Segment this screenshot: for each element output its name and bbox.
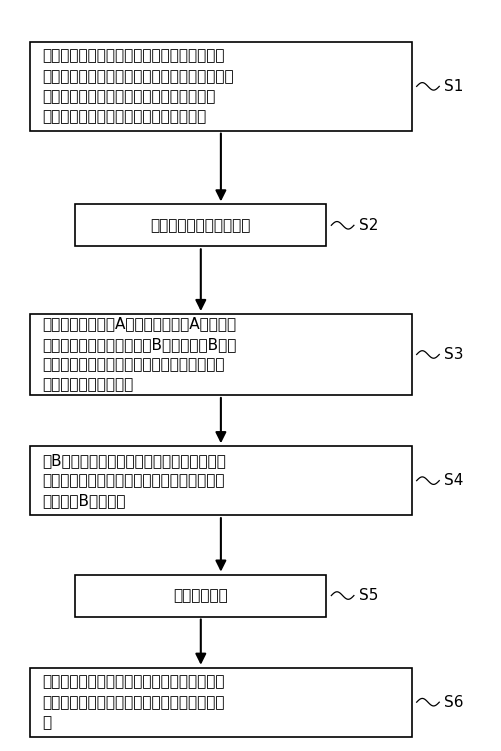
- Text: S3: S3: [443, 347, 463, 362]
- FancyBboxPatch shape: [30, 446, 411, 515]
- Text: 在介质层上形成阻反射层: 在介质层上形成阻反射层: [150, 218, 250, 233]
- Text: S4: S4: [443, 473, 463, 488]
- FancyBboxPatch shape: [30, 314, 411, 395]
- Text: 最后在栅极结构、源区及漏区的衬底上形成硅
化物层，硅化物层与栅极结构、源区及漏区接
触: 最后在栅极结构、源区及漏区的衬底上形成硅 化物层，硅化物层与栅极结构、源区及漏区…: [43, 674, 225, 730]
- Text: 以B光刻胶层为掩膜，刻蚀开口暴露的阻反射
层及介质层，以暴露栅极结构、源区及漏区，
然后去除B光刻胶层: 以B光刻胶层为掩膜，刻蚀开口暴露的阻反射 层及介质层，以暴露栅极结构、源区及漏区…: [43, 453, 226, 508]
- Text: S2: S2: [358, 218, 378, 233]
- Text: S1: S1: [443, 79, 463, 94]
- Text: 去除阻反射层: 去除阻反射层: [173, 588, 228, 603]
- Text: 在阻反射层上形成A光刻胶层，并对A光刻胶层
进行曝光显影形成图形化的B光刻胶层，B光刻
胶层中形成若干开口，开口暴露栅极结构、源
区及漏区上的阻反射层: 在阻反射层上形成A光刻胶层，并对A光刻胶层 进行曝光显影形成图形化的B光刻胶层，…: [43, 316, 236, 393]
- Text: S5: S5: [358, 588, 378, 603]
- Text: S6: S6: [443, 695, 463, 710]
- FancyBboxPatch shape: [30, 668, 411, 737]
- FancyBboxPatch shape: [75, 204, 326, 246]
- FancyBboxPatch shape: [30, 42, 411, 131]
- Text: 提供衬底，衬底中形成有源区和漏区，在源区
和漏区之间再形成栅极结构，栅极结构与源区、
漏区之间均具有漂移区，在衬底上形成介质
层，介质层覆盖栅极结构并延伸覆盖衬: 提供衬底，衬底中形成有源区和漏区，在源区 和漏区之间再形成栅极结构，栅极结构与源…: [43, 48, 234, 125]
- FancyBboxPatch shape: [75, 575, 326, 617]
